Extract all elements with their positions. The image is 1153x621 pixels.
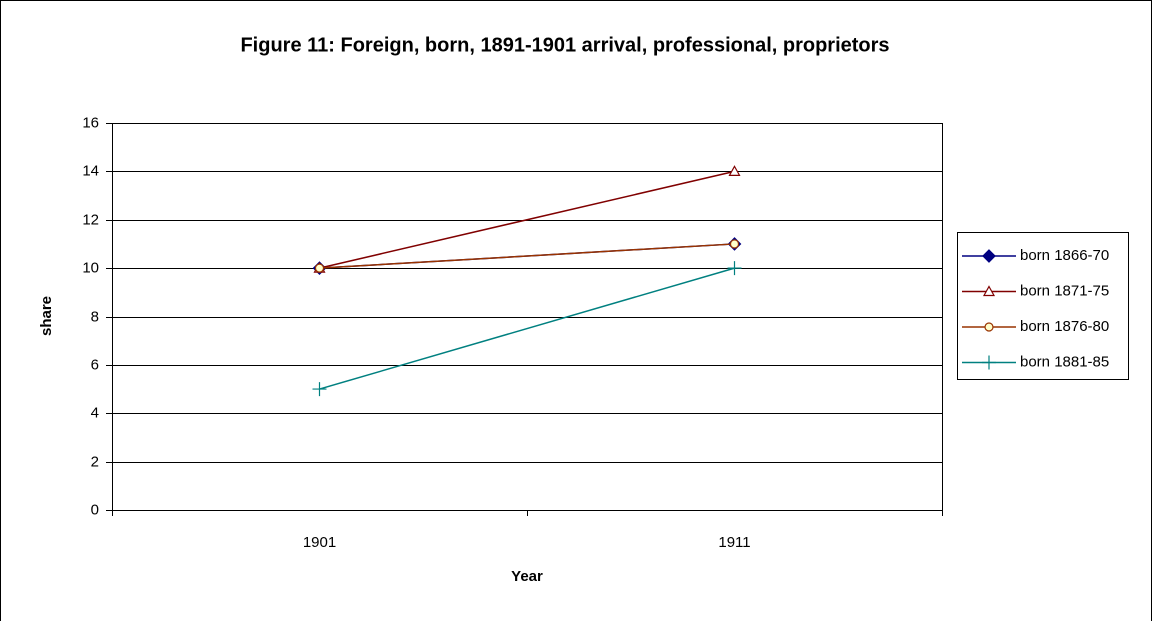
marker — [314, 263, 325, 273]
marker — [727, 261, 742, 276]
legend-marker — [982, 355, 996, 370]
y-tick-label: 12 — [82, 211, 99, 228]
chart-title: Figure 11: Foreign, born, 1891-1901 arri… — [240, 34, 889, 56]
legend-marker — [984, 322, 994, 332]
x-tick-label: 1901 — [303, 534, 336, 551]
legend-label: born 1881-85 — [1020, 353, 1109, 370]
marker — [729, 239, 740, 249]
legend-label: born 1876-80 — [1020, 318, 1109, 335]
y-tick-label: 6 — [91, 356, 99, 373]
x-tick-label: 1911 — [718, 534, 750, 551]
legend-marker — [982, 285, 996, 297]
y-tick-label: 4 — [91, 404, 99, 421]
series-line — [319, 170, 735, 269]
series-line — [319, 267, 735, 390]
marker — [728, 165, 741, 176]
legend-marker — [982, 249, 996, 263]
series-line — [319, 243, 735, 269]
legend-label: born 1866-70 — [1020, 247, 1109, 264]
x-axis-title: Year — [511, 568, 543, 585]
marker — [312, 382, 327, 397]
y-tick-label: 0 — [91, 501, 99, 518]
y-tick-label: 14 — [82, 162, 99, 179]
legend-label: born 1871-75 — [1020, 282, 1109, 299]
y-tick-label: 8 — [91, 308, 99, 325]
y-tick-label: 10 — [82, 259, 99, 276]
y-axis-title: share — [38, 296, 55, 336]
y-tick-label: 2 — [91, 453, 99, 470]
y-tick-label: 16 — [82, 114, 99, 131]
